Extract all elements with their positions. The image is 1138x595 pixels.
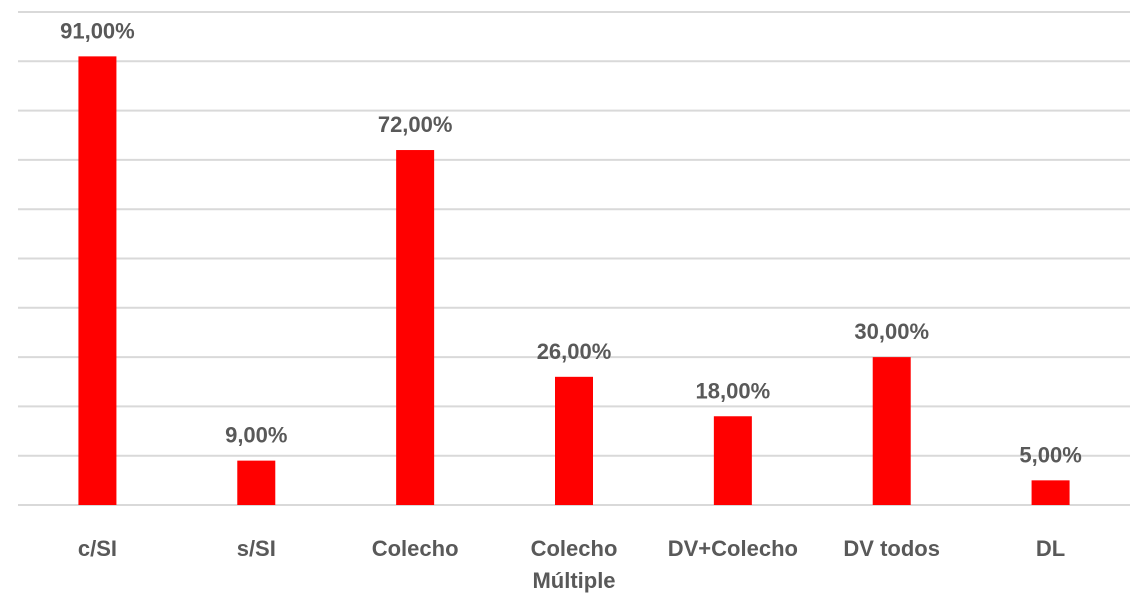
bar — [713, 416, 752, 505]
data-label: 5,00% — [1019, 442, 1081, 467]
category-label: Colecho — [372, 536, 459, 561]
category-label: c/SI — [78, 536, 117, 561]
data-label: 26,00% — [537, 339, 612, 364]
data-label: 91,00% — [60, 18, 135, 43]
data-label: 18,00% — [696, 378, 771, 403]
bar — [396, 150, 435, 506]
data-labels: 91,00% 9,00% 72,00% 26,00% 18,00% 30,00% 5,00% — [60, 18, 1082, 467]
bar — [555, 376, 593, 505]
gridlines — [18, 11, 1130, 506]
bar — [1031, 480, 1070, 505]
bar — [872, 357, 911, 505]
category-label: Colecho Múltiple — [531, 536, 618, 593]
category-label: DL — [1036, 536, 1065, 561]
category-labels: c/SI s/SI Colecho Colecho Múltiple DV+Colecho… — [78, 536, 1065, 593]
bar — [237, 460, 276, 505]
bar — [78, 56, 117, 506]
bars — [78, 56, 1070, 506]
data-label: 72,00% — [378, 112, 453, 137]
data-label: 30,00% — [854, 319, 929, 344]
data-label: 9,00% — [225, 423, 287, 448]
category-label: DV todos — [843, 536, 940, 561]
category-label: DV+Colecho — [668, 536, 798, 561]
category-label: s/SI — [237, 536, 276, 561]
